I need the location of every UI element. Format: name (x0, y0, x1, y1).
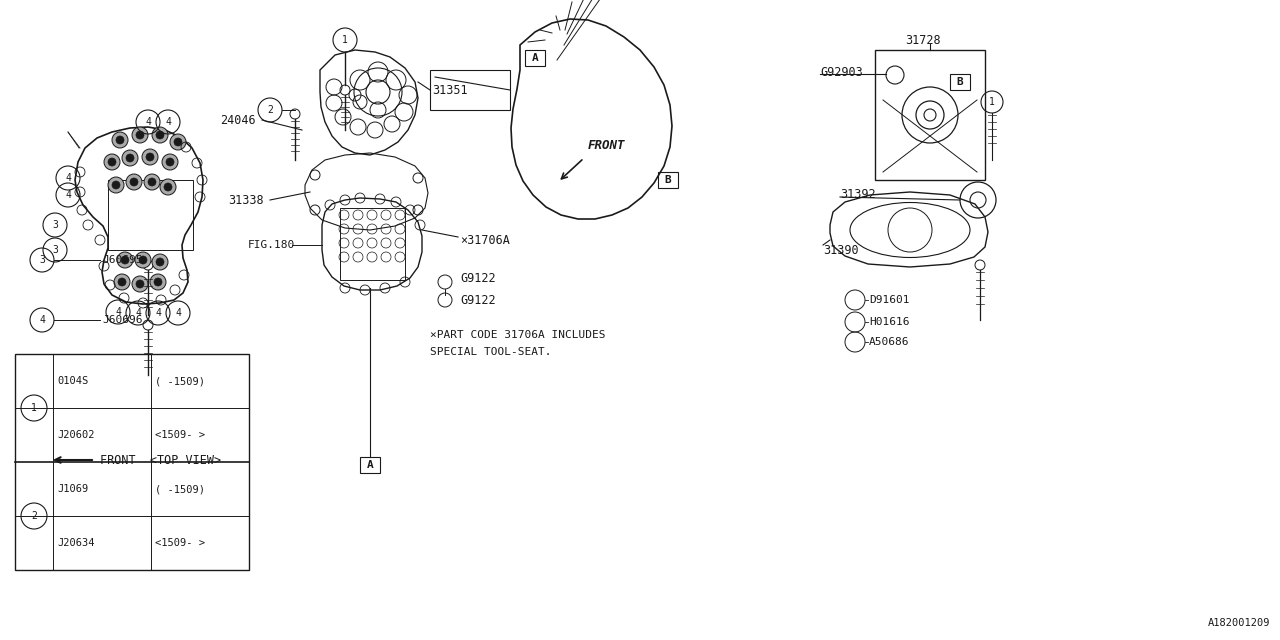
Circle shape (108, 177, 124, 193)
Text: 4: 4 (155, 308, 161, 318)
Circle shape (136, 131, 143, 139)
Text: 2: 2 (268, 105, 273, 115)
Text: 3: 3 (52, 220, 58, 230)
Text: 31392: 31392 (840, 189, 876, 202)
Bar (108, 180, 193, 250)
Text: 0104S: 0104S (58, 376, 88, 386)
Text: ×PART CODE 31706A INCLUDES: ×PART CODE 31706A INCLUDES (430, 330, 605, 340)
Text: 4: 4 (115, 307, 120, 317)
Text: A182001209: A182001209 (1207, 618, 1270, 628)
Text: <1509- >: <1509- > (155, 430, 205, 440)
Circle shape (125, 174, 142, 190)
Text: J60695: J60695 (102, 255, 142, 265)
Text: 4: 4 (165, 117, 172, 127)
Circle shape (134, 252, 151, 268)
Circle shape (136, 280, 143, 288)
Circle shape (108, 158, 116, 166)
Text: 31351: 31351 (433, 83, 467, 97)
Text: A: A (366, 460, 374, 470)
Circle shape (113, 132, 128, 148)
Text: J1069: J1069 (58, 484, 88, 494)
Circle shape (122, 256, 129, 264)
Text: 4: 4 (65, 173, 70, 183)
Text: 4: 4 (136, 308, 141, 318)
Circle shape (156, 131, 164, 139)
Text: H01616: H01616 (869, 317, 910, 327)
Text: B: B (664, 175, 672, 185)
Text: 31338: 31338 (228, 193, 264, 207)
Circle shape (132, 127, 148, 143)
Text: D91601: D91601 (869, 295, 910, 305)
Text: 3: 3 (52, 245, 58, 255)
Circle shape (104, 154, 120, 170)
Text: FRONT: FRONT (588, 139, 626, 152)
Text: G9122: G9122 (460, 294, 495, 307)
Text: FIG.180: FIG.180 (248, 240, 296, 250)
Circle shape (113, 181, 120, 189)
Text: 4: 4 (175, 308, 180, 318)
Bar (15, 354, 250, 570)
Text: J20634: J20634 (58, 538, 95, 548)
Circle shape (148, 178, 156, 186)
Circle shape (163, 154, 178, 170)
Text: <1509- >: <1509- > (155, 538, 205, 548)
Circle shape (174, 138, 182, 146)
Circle shape (118, 278, 125, 286)
Circle shape (170, 134, 186, 150)
Bar (360, 457, 380, 473)
Bar (525, 50, 545, 66)
Text: FRONT  <TOP VIEW>: FRONT <TOP VIEW> (100, 454, 221, 467)
Circle shape (122, 150, 138, 166)
Circle shape (150, 274, 166, 290)
Text: ( -1509): ( -1509) (155, 376, 205, 386)
Circle shape (156, 258, 164, 266)
Text: J60696: J60696 (102, 315, 142, 325)
Circle shape (140, 256, 147, 264)
Text: 31728: 31728 (905, 33, 941, 47)
Text: 3: 3 (40, 255, 45, 265)
Text: G92903: G92903 (820, 65, 863, 79)
Text: 1: 1 (989, 97, 995, 107)
Circle shape (154, 278, 163, 286)
Circle shape (132, 276, 148, 292)
Text: A50686: A50686 (869, 337, 910, 347)
Text: 2: 2 (31, 511, 37, 521)
Circle shape (143, 174, 160, 190)
Text: B: B (956, 77, 964, 87)
Text: A: A (531, 53, 539, 63)
Text: G9122: G9122 (460, 271, 495, 285)
Text: ×31706A: ×31706A (460, 234, 509, 246)
Circle shape (152, 254, 168, 270)
Bar (430, 70, 509, 110)
Bar (950, 74, 970, 90)
Text: J20602: J20602 (58, 430, 95, 440)
Bar (340, 208, 404, 280)
Circle shape (146, 153, 154, 161)
Text: 1: 1 (342, 35, 348, 45)
Circle shape (160, 179, 177, 195)
Circle shape (142, 149, 157, 165)
Text: 4: 4 (40, 315, 45, 325)
Circle shape (164, 183, 172, 191)
Text: ( -1509): ( -1509) (155, 484, 205, 494)
Circle shape (116, 136, 124, 144)
Text: SPECIAL TOOL-SEAT.: SPECIAL TOOL-SEAT. (430, 347, 552, 357)
Text: 1: 1 (31, 403, 37, 413)
Circle shape (116, 252, 133, 268)
Bar (876, 50, 986, 180)
Circle shape (166, 158, 174, 166)
Circle shape (152, 127, 168, 143)
Text: 31390: 31390 (823, 243, 859, 257)
Text: 4: 4 (65, 190, 70, 200)
Bar (658, 172, 678, 188)
Circle shape (125, 154, 134, 162)
Text: 24046: 24046 (220, 113, 256, 127)
Circle shape (114, 274, 131, 290)
Text: 4: 4 (145, 117, 151, 127)
Circle shape (131, 178, 138, 186)
